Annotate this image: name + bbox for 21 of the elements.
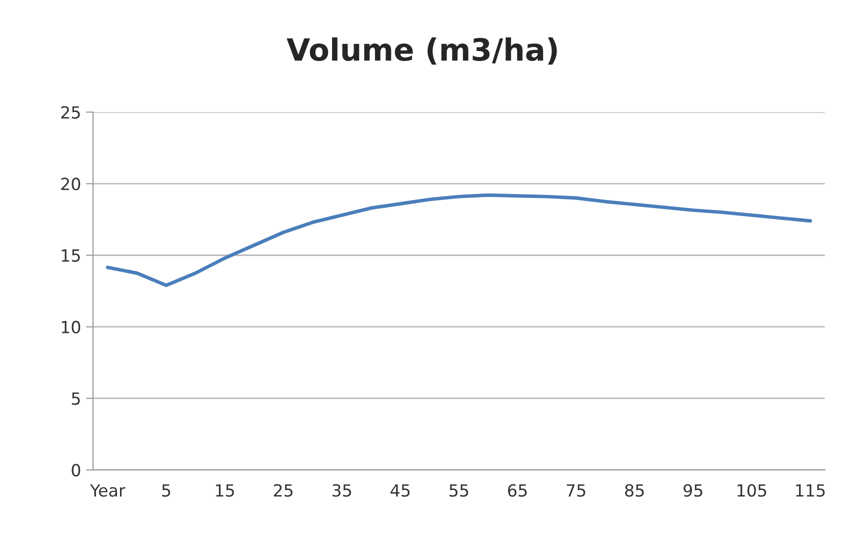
x-tick-label: 75: [566, 484, 586, 497]
x-tick-label: 5: [162, 484, 170, 497]
x-tick-label: 25: [274, 484, 292, 497]
chart-title: Volume (m3/ha): [286, 37, 557, 65]
line-series: [106, 193, 812, 288]
y-tick-label: 25: [61, 106, 80, 119]
y-tick-label: 10: [62, 320, 80, 334]
x-tick-label: 105: [738, 484, 766, 497]
x-tick-label: 15: [216, 484, 234, 497]
x-tick-label: 55: [450, 484, 468, 497]
x-tick-label: 95: [684, 484, 702, 497]
x-tick-label: 35: [332, 484, 352, 497]
x-tick-label: 85: [625, 484, 644, 497]
x-tick-label: 65: [508, 484, 527, 497]
x-tick-label: Year: [90, 484, 126, 497]
y-tick-label: 20: [61, 178, 80, 190]
y-tick-label: 5: [72, 392, 80, 405]
x-tick-label: 115: [796, 484, 825, 497]
y-tick-label: 0: [72, 464, 80, 476]
x-tick-label: 45: [390, 484, 410, 497]
y-tick-label: 15: [62, 249, 80, 262]
